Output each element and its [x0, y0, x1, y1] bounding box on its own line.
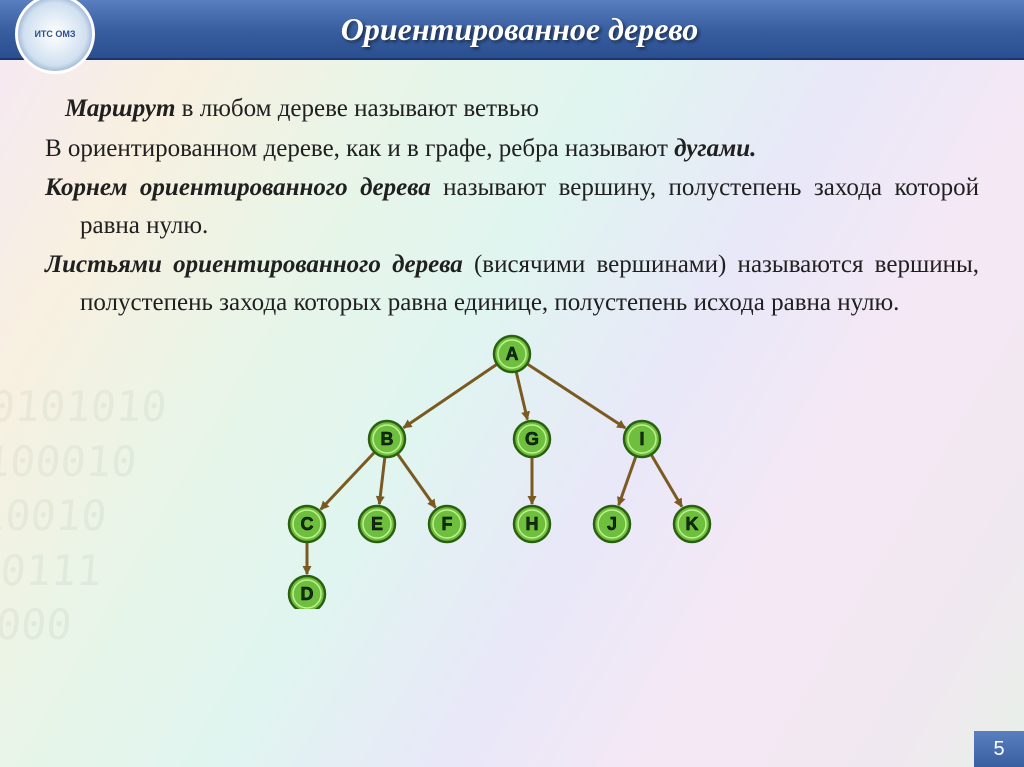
para-route: Маршрут в любом дереве называют ветвью: [45, 90, 979, 128]
term-arcs: дугами.: [674, 135, 756, 162]
tree-node-label: G: [525, 429, 539, 449]
tree-node-b: B: [369, 421, 405, 457]
tree-node-j: J: [594, 506, 630, 542]
tree-node-label: H: [526, 514, 539, 534]
tree-node-f: F: [429, 506, 465, 542]
term-route: Маршрут: [65, 95, 175, 122]
para-arcs: В ориентированном дереве, как и в графе,…: [45, 130, 979, 168]
para-root: Корнем ориентированного дерева называют …: [45, 169, 979, 244]
term-leaves: Листьями ориентированного дерева: [45, 251, 463, 278]
tree-node-label: B: [381, 429, 394, 449]
tree-node-label: A: [506, 344, 519, 364]
tree-node-label: J: [607, 514, 617, 534]
tree-node-k: K: [674, 506, 710, 542]
tree-node-label: C: [301, 514, 314, 534]
content-region: Маршрут в любом дереве называют ветвью В…: [0, 60, 1024, 609]
tree-edge: [651, 455, 682, 507]
tree-node-h: H: [514, 506, 550, 542]
tree-node-label: D: [301, 584, 314, 604]
tree-node-d: D: [289, 576, 325, 609]
tree-node-e: E: [359, 506, 395, 542]
page-number: 5: [974, 731, 1024, 767]
tree-node-c: C: [289, 506, 325, 542]
slide-title: Ориентированное дерево: [95, 11, 1024, 48]
tree-node-a: A: [494, 336, 530, 372]
tree-edge: [397, 454, 435, 508]
tree-diagram: A B G I C E F H J K D: [252, 329, 772, 609]
tree-node-label: E: [371, 514, 383, 534]
tree-node-g: G: [514, 421, 550, 457]
para-arcs-a: В ориентированном дереве, как и в графе,…: [45, 135, 674, 162]
para-route-rest: в любом дереве называют ветвью: [175, 95, 539, 122]
tree-edge: [619, 456, 636, 505]
tree-node-label: I: [639, 429, 644, 449]
para-leaves: Листьями ориентированного дерева (висячи…: [45, 246, 979, 321]
tree-edge: [404, 364, 498, 428]
tree-edge: [321, 452, 375, 509]
tree-edge: [379, 457, 385, 504]
tree-edge: [516, 372, 527, 420]
tree-node-label: F: [442, 514, 453, 534]
header-bar: ИТС ОМЗ Ориентированное дерево: [0, 0, 1024, 60]
tree-edge: [527, 364, 625, 428]
tree-node-label: K: [686, 514, 699, 534]
logo-text: ИТС ОМЗ: [34, 29, 75, 39]
term-root: Корнем ориентированного дерева: [45, 174, 431, 201]
tree-node-i: I: [624, 421, 660, 457]
